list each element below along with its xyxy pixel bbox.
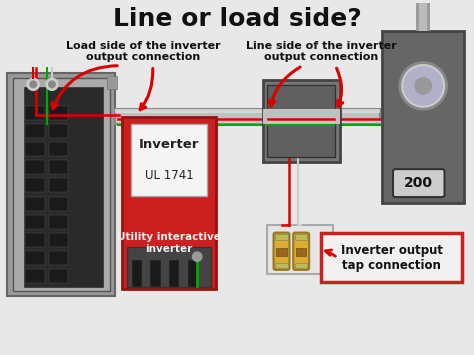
FancyBboxPatch shape: [150, 260, 160, 285]
FancyBboxPatch shape: [49, 251, 68, 265]
FancyBboxPatch shape: [276, 247, 287, 256]
FancyBboxPatch shape: [393, 169, 445, 197]
FancyBboxPatch shape: [263, 109, 340, 124]
Text: Inverter: Inverter: [139, 138, 199, 151]
FancyBboxPatch shape: [295, 263, 307, 268]
FancyBboxPatch shape: [25, 160, 45, 174]
FancyBboxPatch shape: [127, 247, 211, 287]
FancyBboxPatch shape: [382, 31, 464, 203]
FancyBboxPatch shape: [25, 197, 45, 211]
FancyBboxPatch shape: [296, 247, 306, 256]
FancyBboxPatch shape: [25, 269, 45, 283]
Circle shape: [400, 62, 447, 109]
Circle shape: [46, 78, 58, 91]
Text: 200: 200: [404, 176, 433, 190]
Text: UL 1741: UL 1741: [145, 169, 193, 182]
FancyBboxPatch shape: [25, 215, 45, 229]
Circle shape: [404, 67, 442, 105]
FancyBboxPatch shape: [321, 233, 462, 282]
FancyBboxPatch shape: [8, 73, 115, 296]
FancyBboxPatch shape: [267, 225, 333, 274]
FancyBboxPatch shape: [49, 106, 68, 120]
FancyBboxPatch shape: [107, 76, 117, 89]
Circle shape: [49, 81, 55, 88]
FancyBboxPatch shape: [49, 124, 68, 138]
FancyBboxPatch shape: [49, 142, 68, 156]
FancyBboxPatch shape: [115, 109, 380, 113]
FancyBboxPatch shape: [122, 117, 216, 289]
Text: Load side of the inverter
output connection: Load side of the inverter output connect…: [66, 41, 220, 62]
FancyBboxPatch shape: [49, 233, 68, 247]
FancyBboxPatch shape: [25, 233, 45, 247]
FancyBboxPatch shape: [25, 179, 45, 192]
FancyBboxPatch shape: [293, 233, 309, 270]
FancyBboxPatch shape: [275, 234, 288, 240]
FancyBboxPatch shape: [25, 124, 45, 138]
Circle shape: [192, 252, 202, 261]
FancyBboxPatch shape: [115, 109, 380, 124]
Text: Line side of the inverter
output connection: Line side of the inverter output connect…: [246, 41, 397, 62]
Text: Inverter output
tap connection: Inverter output tap connection: [341, 244, 443, 272]
FancyBboxPatch shape: [13, 78, 109, 291]
FancyBboxPatch shape: [49, 197, 68, 211]
Text: Line or load side?: Line or load side?: [113, 7, 361, 31]
Text: Utility interactive
inverter: Utility interactive inverter: [117, 232, 221, 253]
FancyBboxPatch shape: [295, 234, 307, 240]
FancyBboxPatch shape: [273, 233, 290, 270]
FancyBboxPatch shape: [49, 215, 68, 229]
FancyBboxPatch shape: [25, 142, 45, 156]
Circle shape: [415, 78, 431, 94]
FancyBboxPatch shape: [25, 251, 45, 265]
FancyBboxPatch shape: [49, 179, 68, 192]
FancyBboxPatch shape: [263, 80, 340, 162]
FancyBboxPatch shape: [169, 260, 178, 285]
FancyBboxPatch shape: [131, 124, 208, 196]
Circle shape: [30, 81, 36, 88]
FancyBboxPatch shape: [275, 263, 288, 268]
FancyBboxPatch shape: [132, 260, 141, 285]
FancyBboxPatch shape: [24, 87, 103, 287]
FancyBboxPatch shape: [49, 160, 68, 174]
Circle shape: [27, 78, 39, 91]
FancyBboxPatch shape: [25, 106, 45, 120]
FancyBboxPatch shape: [49, 269, 68, 283]
FancyBboxPatch shape: [267, 85, 336, 157]
FancyBboxPatch shape: [188, 260, 197, 285]
